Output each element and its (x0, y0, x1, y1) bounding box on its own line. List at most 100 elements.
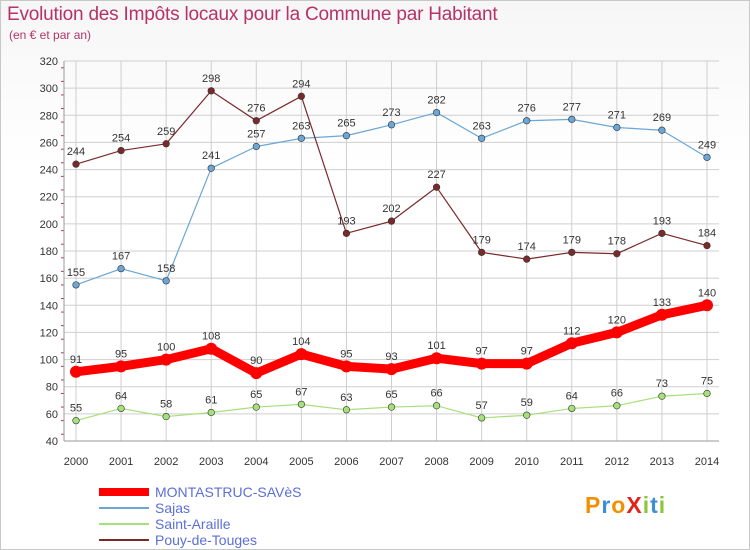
data-point (478, 414, 486, 422)
x-tick-label: 2002 (154, 456, 178, 468)
data-label: 95 (115, 348, 127, 360)
legend-swatch (99, 539, 149, 541)
data-point (432, 183, 441, 191)
data-label: 55 (70, 403, 82, 415)
data-point (252, 403, 260, 411)
x-tick-label: 2004 (244, 456, 268, 468)
x-tick-label: 2006 (334, 456, 358, 468)
series-group (70, 87, 713, 425)
chart-title: Evolution des Impôts locaux pour la Comm… (7, 4, 498, 25)
data-point (655, 308, 668, 321)
x-tick-label: 2008 (424, 456, 448, 468)
data-label: 104 (292, 336, 310, 348)
data-label: 244 (67, 146, 85, 158)
data-label: 179 (472, 234, 490, 246)
data-point (340, 360, 353, 373)
data-point (207, 164, 215, 172)
data-point (207, 87, 215, 95)
y-tick-label: 80 (46, 382, 58, 394)
legend-label: Pouy-de-Touges (155, 532, 257, 548)
data-point (568, 115, 576, 123)
y-tick-label: 100 (40, 355, 58, 367)
data-label: 101 (427, 340, 445, 352)
data-label: 179 (563, 234, 581, 246)
data-point (205, 342, 218, 355)
data-label: 120 (608, 314, 626, 326)
x-tick-label: 2010 (514, 456, 538, 468)
logo-letter: t (650, 492, 659, 518)
y-tick-label: 160 (40, 273, 58, 285)
legend-swatch (99, 507, 149, 509)
data-label: 174 (518, 241, 536, 253)
data-label: 133 (653, 297, 671, 309)
data-label: 271 (608, 110, 626, 122)
data-label: 93 (385, 351, 397, 363)
data-point (252, 142, 260, 151)
data-label: 100 (157, 342, 175, 354)
x-tick-label: 2009 (469, 456, 493, 468)
y-tick-label: 140 (40, 300, 58, 312)
y-tick-label: 320 (40, 56, 58, 68)
data-point (387, 121, 396, 129)
data-label: 97 (476, 346, 488, 358)
data-point (160, 353, 173, 366)
y-tick-label: 300 (40, 83, 58, 95)
data-point (342, 406, 351, 414)
data-label: 73 (656, 378, 668, 390)
data-point (162, 277, 170, 285)
data-label: 277 (563, 101, 581, 113)
data-point (703, 241, 711, 250)
grid-lines (64, 60, 719, 442)
data-point (658, 392, 666, 400)
logo-letter: i (658, 492, 667, 518)
legend-swatch (99, 523, 149, 525)
data-label: 276 (518, 103, 536, 115)
data-point (297, 92, 305, 100)
data-point (72, 417, 80, 425)
data-point (385, 363, 398, 376)
x-tick-label: 2003 (199, 456, 223, 468)
data-point (117, 265, 125, 273)
x-tick-label: 2007 (379, 456, 403, 468)
data-label: 184 (698, 228, 716, 240)
data-point (342, 132, 351, 140)
data-label: 167 (112, 251, 130, 263)
data-label: 269 (653, 112, 671, 124)
data-label: 59 (521, 397, 533, 409)
data-label: 75 (701, 376, 713, 388)
proxiti-logo: ProXiti (585, 492, 666, 519)
data-label: 202 (382, 203, 400, 215)
data-point (162, 140, 170, 148)
data-point (387, 217, 396, 225)
data-label: 65 (250, 389, 262, 401)
legend-label: MONTASTRUC-SAVèS (155, 484, 302, 500)
data-point (523, 255, 531, 263)
y-tick-label: 120 (40, 327, 58, 339)
data-point (342, 229, 351, 237)
data-label: 254 (112, 133, 130, 145)
y-tick-label: 40 (46, 436, 58, 448)
data-label: 57 (476, 400, 488, 412)
data-label: 241 (202, 150, 220, 162)
data-point (658, 126, 666, 134)
data-point (613, 402, 621, 410)
data-point (297, 134, 305, 142)
data-label: 263 (292, 120, 310, 132)
data-point (117, 404, 125, 413)
data-label: 257 (247, 129, 265, 141)
data-point (115, 360, 128, 373)
data-label: 273 (382, 107, 400, 119)
data-point (70, 365, 82, 378)
legend-label: Saint-Araille (155, 516, 231, 532)
data-point (568, 248, 576, 256)
data-label: 249 (698, 139, 716, 151)
data-label: 298 (202, 73, 220, 85)
data-label: 64 (115, 390, 127, 402)
data-label: 193 (337, 215, 355, 227)
x-tick-label: 2014 (695, 456, 719, 468)
data-point (252, 117, 260, 125)
data-point (72, 160, 80, 168)
data-label: 259 (157, 126, 175, 138)
data-label: 294 (292, 78, 310, 90)
